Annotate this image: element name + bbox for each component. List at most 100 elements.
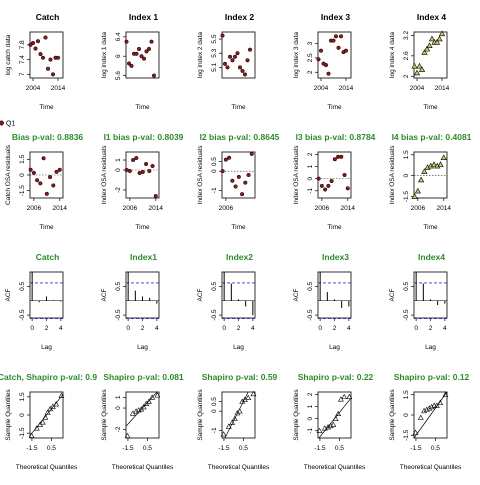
point-r2c5-3	[421, 168, 428, 174]
y-tick-label-r2c4-0: -1	[307, 187, 314, 193]
point-r1c2-4	[134, 51, 139, 56]
y-tick-label-r2c2-2: 1	[115, 158, 122, 162]
point-r4c4-2	[325, 424, 332, 430]
panel-title-r4c3: Shapiro p-val: 0.59	[202, 372, 278, 382]
y-tick-label-r3c3-0: -0.5	[211, 309, 218, 321]
y-tick-label-r4c2-1: 0	[115, 406, 122, 410]
point-r2c1-4	[41, 156, 46, 161]
plot-frame-r4c2	[125, 391, 160, 439]
x-axis-label-r3c2: Lag	[137, 344, 148, 351]
point-r2c2-6	[144, 161, 149, 167]
y-tick-label-r1c4-0: 2	[307, 70, 314, 74]
point-r1c4-4	[326, 71, 331, 76]
point-r1c1-2	[33, 46, 38, 51]
panel-title-r2c5: I4 bias p-val: 0.4081	[392, 132, 472, 142]
x-axis-label-r1c2: Time	[135, 104, 150, 111]
point-r1c4-0	[316, 57, 321, 62]
y-tick-label-r4c5-2: 1.5	[403, 390, 410, 399]
point-r4c1-9	[58, 392, 65, 398]
y-tick-label-r4c4-1: 0	[307, 416, 314, 420]
point-r1c1-9	[50, 72, 56, 77]
point-r1c4-11	[343, 48, 349, 53]
point-r1c3-9	[242, 72, 248, 77]
point-r1c2-5	[136, 46, 142, 51]
point-r1c1-4	[38, 52, 43, 57]
y-tick-label-r1c1-2: 7.8	[19, 40, 26, 49]
y-tick-label-r3c2-1: 0.5	[115, 281, 122, 290]
x-tick-label-r3c4-0: 0	[318, 325, 322, 332]
point-r4c2-0	[124, 432, 131, 439]
point-r1c5-7	[428, 35, 436, 42]
x-tick-label-r1c5-0: 2004	[410, 85, 425, 92]
y-tick-label-r1c2-1: 6	[115, 54, 122, 58]
point-r1c1-3	[35, 39, 41, 44]
y-axis-label-r2c1: Catch OSA residuals	[5, 144, 12, 205]
point-r1c5-5	[423, 45, 431, 52]
x-axis-label-r3c4: Lag	[329, 344, 340, 351]
point-r2c3-3	[230, 178, 235, 183]
point-r2c4-7	[339, 154, 344, 159]
point-r2c2-9	[153, 193, 158, 199]
y-axis-label-r1c3: log index 2 data	[197, 32, 204, 78]
point-r2c2-8	[150, 163, 155, 169]
x-tick-label-r3c1-1: 2	[45, 325, 49, 332]
plot-frame-r1c5	[413, 31, 448, 79]
point-r2c4-4	[329, 179, 334, 184]
point-r1c3-4	[230, 58, 235, 63]
point-r4c3-0	[220, 431, 227, 437]
y-tick-label-r3c5-1: 0.5	[403, 281, 410, 290]
y-axis-label-r4c3: Sample Quantiles	[197, 389, 204, 441]
x-tick-label-r2c1-1: 2014	[53, 205, 68, 212]
point-r4c1-8	[53, 401, 60, 407]
y-tick-label-r2c2-1: 0	[115, 168, 122, 172]
x-tick-label-r2c5-1: 2014	[437, 205, 452, 212]
point-r4c1-1	[33, 425, 40, 431]
x-tick-label-r1c5-1: 2014	[435, 85, 450, 92]
y-tick-label-r4c5-0: -1.5	[403, 429, 410, 441]
point-r2c4-8	[342, 172, 347, 178]
point-r4c5-9	[442, 391, 449, 397]
x-tick-label-r3c2-1: 2	[141, 325, 145, 332]
point-r1c3-10	[245, 58, 250, 63]
point-r1c2-10	[149, 39, 154, 44]
point-r2c4-0	[316, 176, 321, 181]
x-axis-label-r3c1: Lag	[41, 344, 52, 351]
y-tick-label-r2c1-2: 1.5	[19, 154, 26, 163]
point-r2c4-1	[319, 183, 324, 188]
y-tick-label-r1c4-2: 3	[307, 41, 314, 45]
y-tick-label-r1c2-0: 5.6	[115, 71, 122, 80]
point-r1c3-3	[227, 54, 233, 59]
point-r1c3-0	[220, 33, 225, 38]
x-axis-label-r2c4: Time	[327, 224, 342, 231]
panel-title-r4c2: Shapiro p-val: 0.081	[103, 372, 184, 382]
y-axis-label-r2c4: Index OSA residuals	[293, 145, 300, 205]
point-r4c4-0	[316, 427, 323, 433]
point-r4c2-7	[145, 398, 152, 404]
x-axis-label-r1c5: Time	[423, 104, 438, 111]
point-r4c2-3	[135, 407, 142, 413]
y-tick-label-r3c2-0: -0.5	[115, 309, 122, 321]
y-tick-label-r1c5-1: 2.6	[403, 51, 410, 60]
panel-title-r3c3: Index2	[226, 252, 253, 262]
plot-frame-r2c4	[317, 151, 352, 199]
point-r2c3-2	[227, 155, 232, 160]
point-r2c2-5	[140, 169, 145, 175]
y-axis-label-r4c4: Sample Quantiles	[293, 389, 300, 441]
point-r2c1-8	[54, 169, 59, 174]
x-tick-label-r3c4-2: 4	[347, 325, 351, 332]
x-axis-label-r3c3: Lag	[233, 344, 244, 351]
plot-frame-r3c2	[125, 271, 160, 319]
plot-frame-r1c4	[317, 31, 352, 79]
plot-frame-r2c2	[125, 151, 160, 199]
x-tick-label-r4c3-1: 0.5	[239, 445, 248, 452]
y-tick-label-r4c3-0: -1	[211, 427, 218, 433]
x-tick-label-r3c3-2: 4	[251, 325, 255, 332]
x-tick-label-r3c3-0: 0	[222, 325, 226, 332]
y-tick-label-r4c5-1: 0	[403, 413, 410, 417]
point-r2c4-5	[332, 157, 337, 162]
x-tick-label-r3c5-2: 4	[443, 325, 447, 332]
y-tick-label-r1c1-1: 7.4	[19, 55, 26, 64]
point-r2c2-2	[131, 157, 136, 163]
point-r1c5-11	[438, 30, 446, 37]
y-axis-label-r1c1: log catch data	[5, 34, 12, 75]
